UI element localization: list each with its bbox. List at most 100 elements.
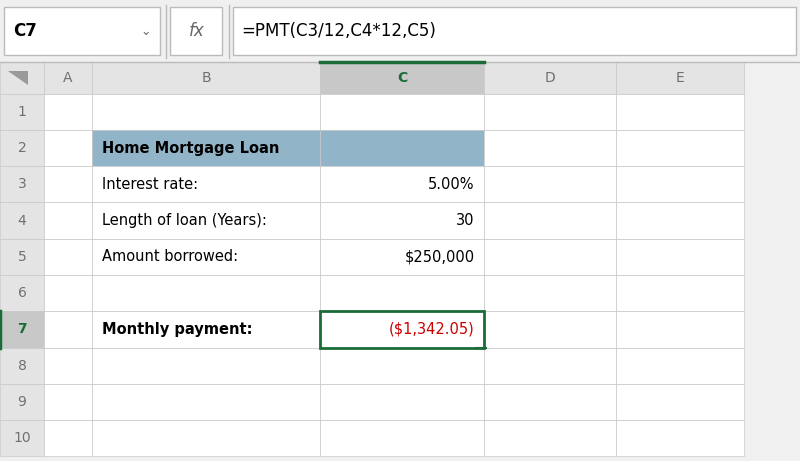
Bar: [616, 202, 744, 239]
Bar: [484, 202, 616, 239]
Bar: [616, 239, 744, 275]
Bar: [92, 384, 320, 420]
Bar: [616, 62, 744, 94]
Bar: [92, 239, 320, 275]
Bar: [44, 166, 92, 202]
Bar: [0, 166, 44, 202]
Bar: [92, 202, 320, 239]
Bar: [44, 202, 92, 239]
Text: 30: 30: [456, 213, 474, 228]
Text: 3: 3: [18, 177, 26, 191]
Bar: [0, 202, 44, 239]
Bar: [92, 311, 320, 348]
Text: fx: fx: [189, 22, 204, 40]
Text: A: A: [63, 71, 73, 85]
Text: E: E: [676, 71, 684, 85]
Text: Home Mortgage Loan: Home Mortgage Loan: [102, 141, 279, 155]
Bar: [484, 275, 616, 311]
Bar: [0, 130, 44, 166]
Text: $250,000: $250,000: [404, 249, 474, 264]
Text: 9: 9: [18, 395, 26, 409]
Bar: [320, 166, 484, 202]
Bar: [0, 62, 44, 94]
Bar: [44, 311, 92, 348]
Bar: [484, 420, 616, 456]
Bar: [484, 384, 616, 420]
Bar: [92, 130, 320, 166]
Text: 5: 5: [18, 250, 26, 264]
Bar: [320, 420, 484, 456]
Bar: [44, 348, 92, 384]
Bar: [320, 384, 484, 420]
Polygon shape: [8, 71, 28, 85]
Bar: [484, 348, 616, 384]
Bar: [320, 130, 484, 166]
Text: 8: 8: [18, 359, 26, 372]
Bar: [4, 7, 160, 55]
Bar: [44, 239, 92, 275]
Bar: [0, 239, 44, 275]
Bar: [484, 311, 616, 348]
Bar: [616, 166, 744, 202]
Bar: [0, 420, 44, 456]
Bar: [320, 94, 484, 130]
Text: Interest rate:: Interest rate:: [102, 177, 198, 192]
Bar: [320, 62, 484, 94]
Bar: [44, 420, 92, 456]
Bar: [44, 62, 92, 94]
Bar: [484, 62, 616, 94]
Text: B: B: [201, 71, 211, 85]
Bar: [92, 275, 320, 311]
Text: C: C: [397, 71, 407, 85]
Bar: [320, 275, 484, 311]
Bar: [616, 275, 744, 311]
Bar: [44, 130, 92, 166]
Bar: [0, 384, 44, 420]
Bar: [0, 311, 44, 348]
Bar: [44, 94, 92, 130]
Bar: [484, 166, 616, 202]
Text: Length of loan (Years):: Length of loan (Years):: [102, 213, 266, 228]
Text: ⌄: ⌄: [140, 24, 151, 38]
Bar: [616, 311, 744, 348]
Text: 2: 2: [18, 141, 26, 155]
Text: 1: 1: [18, 105, 26, 119]
Text: Amount borrowed:: Amount borrowed:: [102, 249, 238, 264]
Bar: [44, 384, 92, 420]
Bar: [92, 348, 320, 384]
Bar: [616, 130, 744, 166]
Text: 4: 4: [18, 213, 26, 228]
Text: Monthly payment:: Monthly payment:: [102, 322, 252, 337]
Bar: [484, 239, 616, 275]
Text: 6: 6: [18, 286, 26, 300]
Bar: [616, 94, 744, 130]
Bar: [484, 94, 616, 130]
Bar: [92, 62, 320, 94]
Bar: [233, 7, 796, 55]
Bar: [616, 420, 744, 456]
Bar: [0, 275, 44, 311]
Bar: [484, 130, 616, 166]
Bar: [44, 275, 92, 311]
Bar: [320, 202, 484, 239]
Text: C7: C7: [14, 22, 38, 40]
Text: D: D: [545, 71, 555, 85]
Bar: [320, 311, 484, 348]
Bar: [92, 166, 320, 202]
Text: =PMT(C3/12,C4*12,C5): =PMT(C3/12,C4*12,C5): [241, 22, 436, 40]
Bar: [170, 7, 222, 55]
Bar: [0, 94, 44, 130]
Bar: [92, 94, 320, 130]
Text: 7: 7: [17, 322, 27, 337]
Bar: [616, 384, 744, 420]
Text: 5.00%: 5.00%: [428, 177, 474, 192]
Bar: [0, 348, 44, 384]
Bar: [92, 420, 320, 456]
Text: ($1,342.05): ($1,342.05): [389, 322, 474, 337]
Text: 10: 10: [13, 431, 31, 445]
Bar: [616, 348, 744, 384]
Bar: [320, 239, 484, 275]
Bar: [320, 311, 484, 348]
Bar: [320, 348, 484, 384]
Bar: [0, 0, 800, 62]
